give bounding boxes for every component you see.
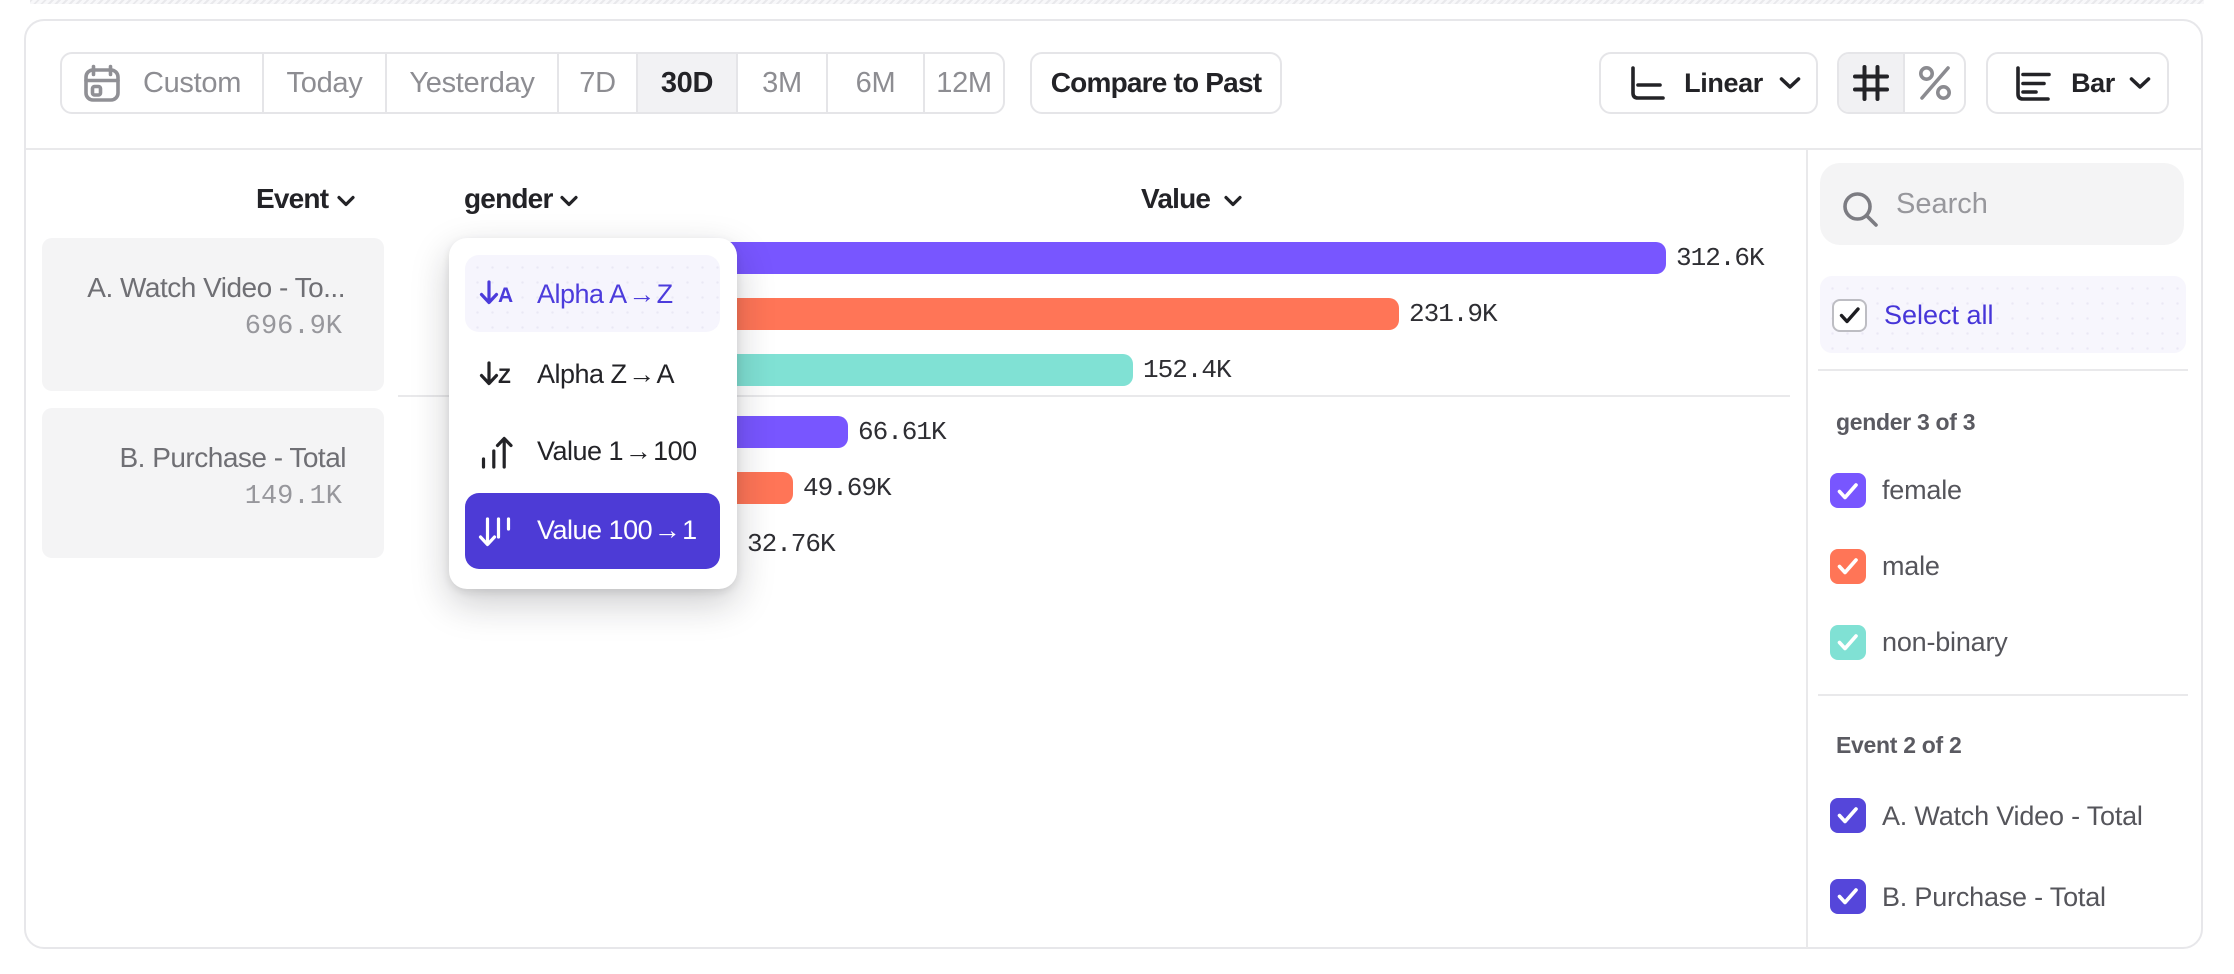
svg-text:Z: Z — [498, 365, 511, 388]
svg-text:A: A — [498, 284, 513, 307]
